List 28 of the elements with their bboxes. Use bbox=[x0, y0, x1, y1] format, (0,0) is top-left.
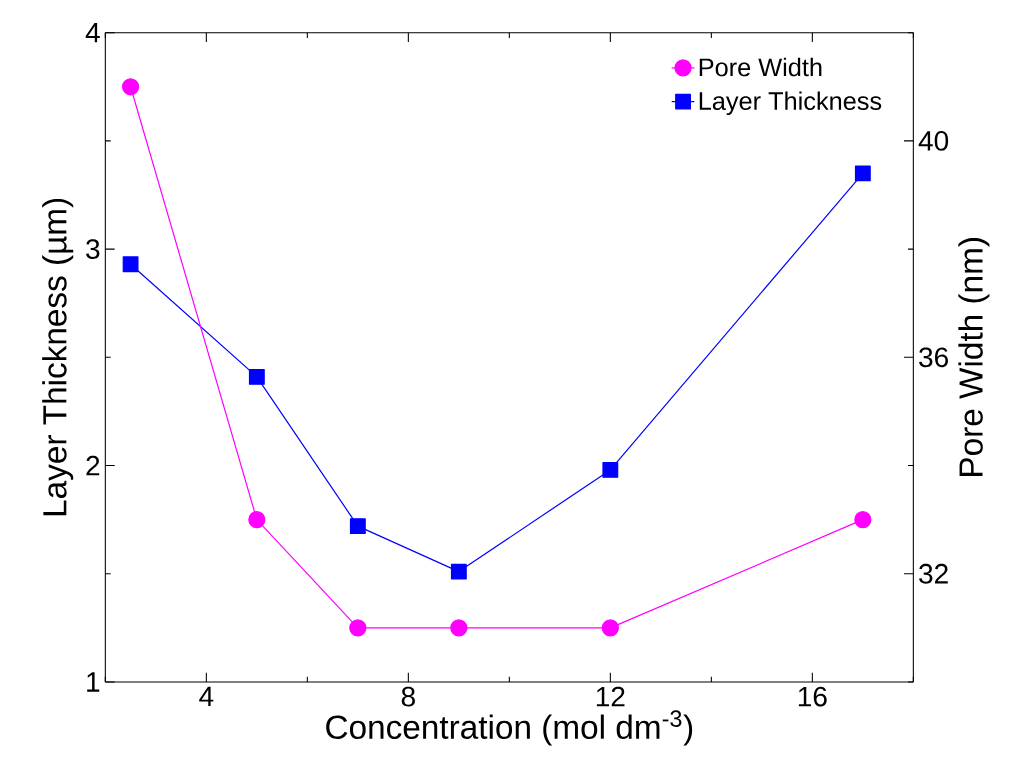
point bbox=[854, 511, 872, 529]
x-tick-label: 16 bbox=[798, 686, 827, 707]
point bbox=[248, 368, 265, 385]
point bbox=[121, 78, 140, 96]
point bbox=[854, 165, 871, 182]
x-tick-label: 12 bbox=[596, 686, 625, 707]
point bbox=[349, 619, 367, 637]
y-tick-label: 2 bbox=[86, 455, 100, 476]
x-tick-label: 8 bbox=[401, 686, 415, 707]
point bbox=[122, 256, 139, 273]
point bbox=[450, 563, 467, 580]
point bbox=[450, 619, 468, 637]
y2-tick-label: 32 bbox=[919, 563, 948, 584]
legend-label: Pore Width bbox=[699, 57, 822, 77]
y-axis-title: Layer Thickness (µm) bbox=[42, 198, 74, 516]
y-tick-label: 4 bbox=[85, 23, 100, 43]
y-tick-label: 3 bbox=[86, 239, 100, 260]
x-tick-label: 4 bbox=[199, 686, 214, 706]
point bbox=[602, 461, 619, 478]
y2-axis-title: Pore Width (nm) bbox=[958, 238, 990, 476]
y2-tick-label: 40 bbox=[918, 130, 949, 151]
point bbox=[349, 518, 366, 535]
point bbox=[248, 511, 266, 529]
x-axis-title: Concentration (mol dm$^{-3}$) bbox=[326, 710, 693, 746]
y2-tick-label: 36 bbox=[919, 347, 948, 368]
point bbox=[601, 619, 619, 637]
y-tick-label: 1 bbox=[87, 672, 100, 692]
legend-label: Layer Thickness bbox=[699, 91, 882, 116]
